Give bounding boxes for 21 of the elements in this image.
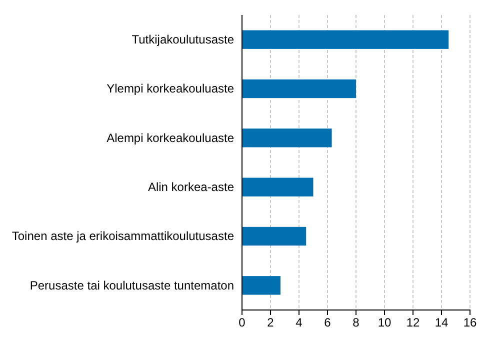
bar	[242, 276, 280, 295]
bar	[242, 226, 306, 246]
x-tick-label: 12	[406, 316, 420, 330]
x-tick-label: 16	[463, 316, 477, 330]
y-tick-label: Ylempi korkeakouluaste	[106, 82, 234, 96]
y-tick-label: Perusaste tai koulutusaste tuntematon	[30, 278, 234, 292]
x-tick-label: 10	[378, 316, 392, 330]
bar	[242, 178, 314, 196]
bar	[242, 30, 449, 49]
x-tick-label: 0	[238, 316, 246, 330]
x-tick-label: 8	[352, 316, 360, 330]
x-tick-label: 14	[434, 316, 448, 330]
y-tick-label: Alempi korkeakouluaste	[106, 130, 234, 145]
y-tick-label: Alin korkea-aste	[148, 180, 234, 194]
bar	[242, 128, 332, 148]
x-tick-label: 4	[296, 316, 303, 330]
x-tick-label: 6	[324, 316, 332, 330]
y-tick-label: Tutkijakoulutusaste	[132, 32, 234, 46]
y-tick-label: Toinen aste ja erikoisammattikoulutusaste	[12, 229, 234, 244]
x-tick-label: 2	[267, 316, 274, 330]
bar	[242, 79, 356, 98]
